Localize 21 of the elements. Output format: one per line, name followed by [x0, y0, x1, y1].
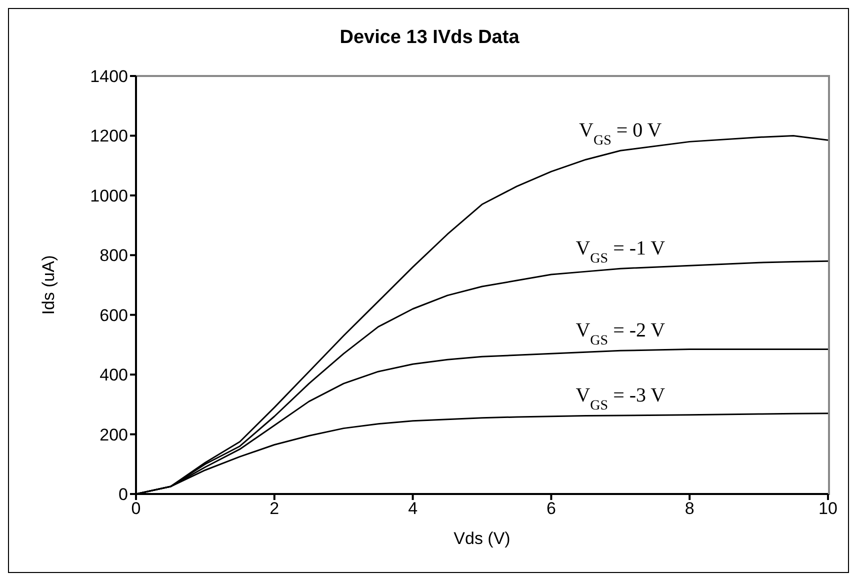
- series-label: V$_{GS}$ = 0 V: [579, 120, 662, 148]
- y-tick-label: 1000: [90, 186, 128, 206]
- x-tick-label: 8: [684, 499, 694, 518]
- x-tick-label: 6: [546, 499, 556, 518]
- x-axis-title: Vds (V): [454, 529, 510, 548]
- series-label: V$_{GS}$ = -1 V: [576, 238, 666, 266]
- x-tick-label: 10: [818, 499, 838, 518]
- y-axis-title: Ids (uA): [39, 255, 58, 315]
- y-tick-label: 600: [100, 306, 128, 325]
- y-tick-label: 1200: [90, 126, 128, 146]
- chart-title: Device 13 IVds Data: [338, 27, 520, 49]
- x-tick-label: 0: [131, 499, 141, 518]
- y-tick-label: 0: [118, 485, 128, 504]
- y-tick-label: 800: [100, 246, 128, 266]
- x-tick-label: 2: [270, 499, 280, 518]
- y-tick-label: 200: [100, 425, 128, 444]
- x-tick-label: 4: [408, 499, 418, 518]
- series-label: V$_{GS}$ = -3 V: [576, 384, 666, 413]
- series-label: V$_{GS}$ = -2 V: [576, 320, 666, 348]
- y-tick-label: 400: [100, 366, 128, 385]
- y-tick-label: 1400: [90, 67, 128, 86]
